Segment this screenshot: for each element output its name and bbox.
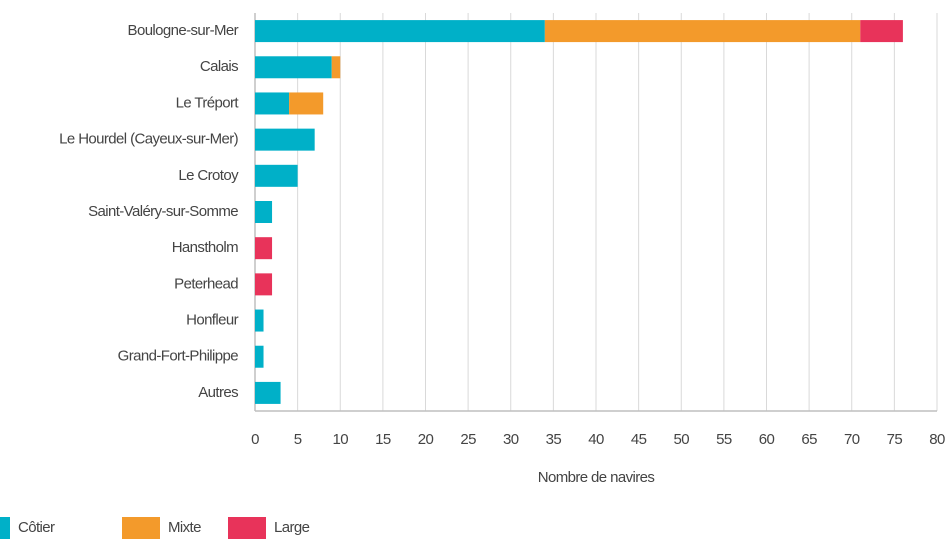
y-tick-label: Peterhead	[174, 275, 238, 292]
x-tick-label: 0	[251, 431, 259, 448]
bar-segment	[255, 92, 290, 115]
x-tick-label: 25	[460, 431, 476, 448]
legend-swatch	[0, 517, 10, 539]
legend-label: Mixte	[168, 519, 201, 536]
y-tick-label: Saint-Valéry-sur-Somme	[88, 203, 238, 220]
y-tick-label: Le Crotoy	[178, 167, 239, 184]
legend-swatch	[122, 517, 160, 539]
x-tick-label: 30	[503, 431, 519, 448]
legend-swatch	[228, 517, 266, 539]
y-tick-label: Le Hourdel (Cayeux-sur-Mer)	[59, 131, 238, 148]
bar-segment	[255, 128, 315, 151]
bar-segment	[544, 20, 861, 43]
y-tick-label: Autres	[198, 384, 238, 401]
x-tick-label: 10	[333, 431, 349, 448]
x-tick-label: 15	[375, 431, 391, 448]
x-tick-label: 40	[588, 431, 604, 448]
bar-segment	[255, 345, 264, 368]
bar-segment	[255, 20, 545, 43]
bar-segment	[289, 92, 324, 115]
bar-segment	[255, 164, 298, 187]
x-tick-label: 20	[418, 431, 434, 448]
y-tick-label: Grand-Fort-Philippe	[118, 348, 239, 365]
x-tick-label: 75	[887, 431, 903, 448]
bar-segment	[255, 237, 273, 260]
y-tick-label: Le Tréport	[176, 94, 240, 111]
bar-segment	[255, 381, 281, 404]
bar-segment	[255, 309, 264, 332]
bar-segment	[255, 56, 332, 79]
x-tick-label: 50	[674, 431, 690, 448]
x-tick-label: 60	[759, 431, 775, 448]
y-tick-label: Boulogne-sur-Mer	[128, 22, 239, 39]
bar-segment	[860, 20, 903, 43]
legend-label: Large	[274, 519, 310, 536]
x-axis-label: Nombre de navires	[538, 469, 655, 486]
x-tick-label: 80	[929, 431, 945, 448]
x-tick-label: 55	[716, 431, 732, 448]
x-tick-label: 70	[844, 431, 860, 448]
bar-segment	[255, 273, 273, 296]
bar-segment	[331, 56, 341, 79]
legend-label: Côtier	[18, 519, 55, 536]
y-tick-label: Hanstholm	[172, 239, 238, 256]
bar-segment	[255, 201, 273, 223]
x-tick-label: 65	[801, 431, 817, 448]
x-tick-label: 5	[294, 431, 302, 448]
x-tick-label: 45	[631, 431, 647, 448]
x-tick-label: 35	[546, 431, 562, 448]
y-tick-label: Calais	[200, 58, 238, 75]
y-tick-label: Honfleur	[186, 312, 239, 329]
